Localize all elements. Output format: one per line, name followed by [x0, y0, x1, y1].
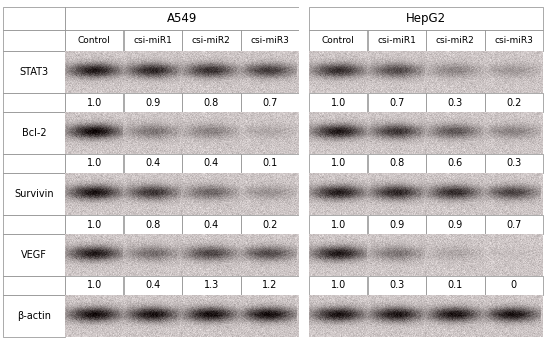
- Text: 1.0: 1.0: [87, 97, 102, 107]
- Text: 1.2: 1.2: [262, 280, 277, 290]
- Text: 1.0: 1.0: [87, 159, 102, 169]
- Text: 0.8: 0.8: [145, 219, 161, 229]
- Text: 0.3: 0.3: [448, 97, 463, 107]
- Text: csi-miR2: csi-miR2: [192, 36, 230, 45]
- Text: csi-miR1: csi-miR1: [377, 36, 416, 45]
- Text: 0.1: 0.1: [262, 159, 277, 169]
- Text: 0.8: 0.8: [389, 159, 405, 169]
- Text: 0.2: 0.2: [262, 219, 277, 229]
- Text: 0.7: 0.7: [262, 97, 277, 107]
- Text: csi-miR1: csi-miR1: [133, 36, 172, 45]
- Text: 0: 0: [511, 280, 517, 290]
- Text: 1.0: 1.0: [331, 219, 346, 229]
- Text: 0.8: 0.8: [204, 97, 219, 107]
- Text: 1.0: 1.0: [331, 159, 346, 169]
- Text: 0.3: 0.3: [506, 159, 521, 169]
- Text: 0.7: 0.7: [506, 219, 521, 229]
- Text: 0.9: 0.9: [448, 219, 463, 229]
- Text: 1.3: 1.3: [204, 280, 219, 290]
- Text: Survivin: Survivin: [14, 189, 54, 199]
- Text: csi-miR2: csi-miR2: [436, 36, 474, 45]
- Text: 1.0: 1.0: [87, 280, 102, 290]
- Text: VEGF: VEGF: [21, 250, 47, 260]
- Text: β-actin: β-actin: [17, 311, 51, 321]
- Text: 0.2: 0.2: [506, 97, 521, 107]
- Text: 0.9: 0.9: [145, 97, 161, 107]
- Text: 0.4: 0.4: [145, 159, 161, 169]
- Text: 0.3: 0.3: [389, 280, 405, 290]
- Text: csi-miR3: csi-miR3: [250, 36, 289, 45]
- Text: 1.0: 1.0: [331, 280, 346, 290]
- Text: 0.4: 0.4: [204, 219, 219, 229]
- Text: 0.6: 0.6: [448, 159, 463, 169]
- Text: HepG2: HepG2: [406, 12, 446, 25]
- Text: 1.0: 1.0: [87, 219, 102, 229]
- Text: A549: A549: [167, 12, 197, 25]
- Text: 1.0: 1.0: [331, 97, 346, 107]
- Text: Control: Control: [78, 36, 111, 45]
- Text: Control: Control: [322, 36, 354, 45]
- Text: 0.7: 0.7: [389, 97, 405, 107]
- Text: STAT3: STAT3: [20, 67, 49, 77]
- Text: Bcl-2: Bcl-2: [22, 128, 46, 138]
- Text: 0.1: 0.1: [448, 280, 463, 290]
- Text: 0.4: 0.4: [204, 159, 219, 169]
- Text: 0.4: 0.4: [145, 280, 161, 290]
- Text: 0.9: 0.9: [389, 219, 405, 229]
- Text: csi-miR3: csi-miR3: [494, 36, 533, 45]
